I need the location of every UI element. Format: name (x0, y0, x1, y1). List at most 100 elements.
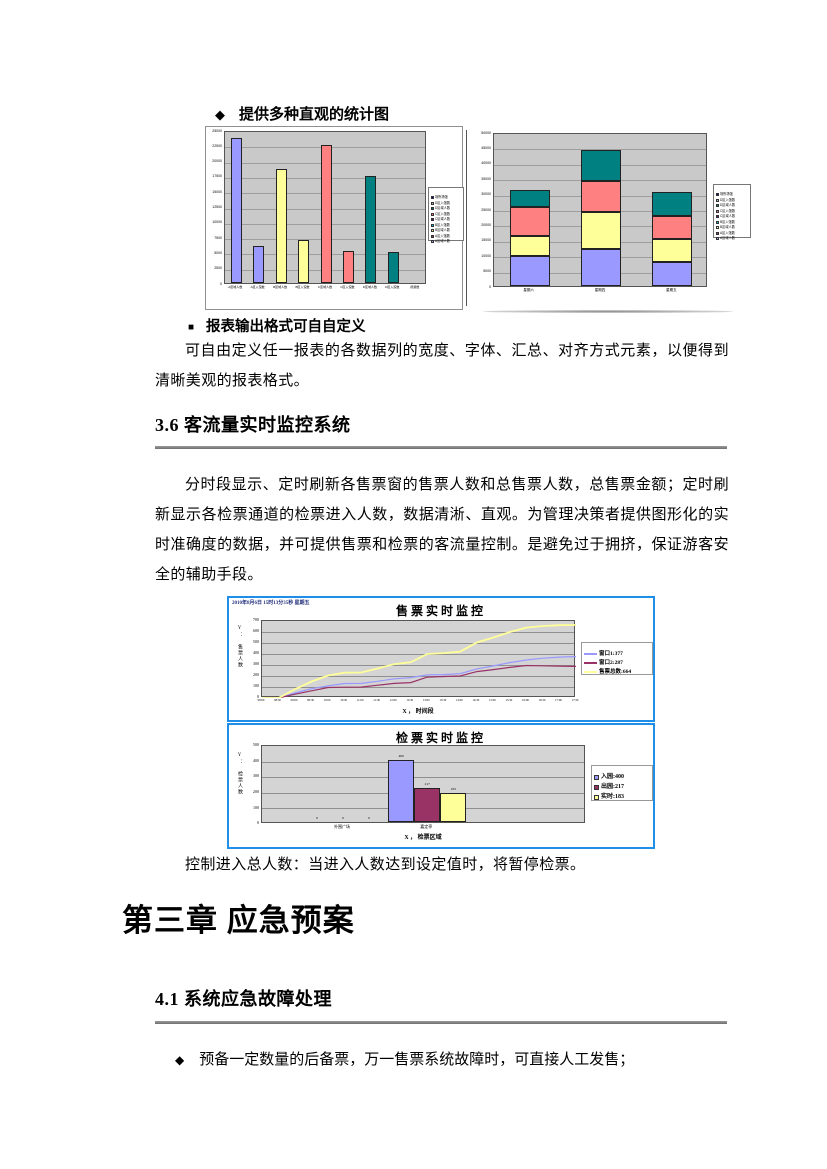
x-tick-label: 13:00 (422, 698, 430, 702)
legend-item: A区域人数 (431, 233, 462, 244)
y-tick-label: 5000 (214, 250, 222, 255)
y-tick-label: 100 (253, 683, 259, 689)
chapter-heading: 第三章 应急预案 (122, 903, 355, 938)
bar (253, 246, 265, 283)
legend-swatch (594, 784, 599, 790)
x-tick-label: 11:30 (373, 698, 381, 702)
gridline (262, 643, 574, 644)
section-heading-4-1: 4.1 系统应急故障处理 (155, 989, 332, 1009)
sales-y-axis-label: Y： 售票人数 (237, 626, 242, 668)
legend-item: A区入馆数 (716, 225, 749, 235)
bar (365, 175, 377, 283)
check-y-axis-label: Y： 检票人数 (237, 753, 242, 795)
legend-label: A区域人数 (720, 236, 735, 241)
y-tick-label: 700 (253, 617, 259, 623)
x-tick-label: 12:30 (406, 698, 414, 702)
bar (388, 759, 415, 822)
y-tick-label: 15000 (481, 238, 491, 243)
legend-item: 窗口2:287 (584, 654, 650, 666)
weekday-stacked-bar-chart: 0 5000 10000 15000 20000 25000 30000 35000 40000… (468, 126, 762, 310)
x-tick-label: A区入馆数 (250, 285, 265, 289)
legend-item: D区域人数 (431, 200, 462, 211)
legend-label: B区入馆数 (720, 219, 735, 224)
bar-segment (581, 180, 621, 213)
legend-swatch (716, 215, 719, 219)
y-tick-label: 40000 (481, 161, 491, 166)
bar-value-label: 400 (398, 753, 404, 758)
chart-divider-line (466, 130, 467, 306)
y-tick-label: 20000 (481, 222, 491, 227)
legend-swatch (431, 207, 434, 211)
plot-area (493, 133, 707, 287)
x-tick-label: 10:30 (340, 698, 348, 702)
legend-swatch (716, 198, 719, 202)
y-tick-label: 400 (253, 757, 259, 763)
x-tick-label: 视频数 (410, 285, 420, 289)
gridline (262, 687, 574, 688)
x-tick-label: 外围广场 (334, 824, 350, 829)
legend-item: A区入馆数 (431, 228, 462, 238)
chart-shadow (482, 310, 734, 313)
y-tick-label: 5000 (483, 269, 491, 274)
bar-value-label: 0 (342, 816, 344, 820)
bar-value-label: 0 (368, 816, 370, 820)
legend-label: B区域人数 (435, 228, 450, 233)
datetime-stamp: 2010年8月6日 15时13分35秒 星期五 (232, 601, 310, 606)
y-tick-label: 300 (253, 773, 259, 779)
y-tick-label: 500 (253, 742, 259, 748)
x-tick-label: 09:30 (307, 698, 314, 702)
legend-swatch (431, 223, 434, 227)
bar-segment (581, 149, 621, 181)
bar-segment (652, 261, 693, 286)
x-tick-label: C区域人数 (317, 285, 333, 289)
x-tick-label: 08:30 (274, 698, 281, 702)
legend-item: 场所场馆 (431, 189, 462, 200)
legend-item: B区域人数 (431, 222, 462, 233)
gridline (262, 665, 574, 666)
bar-segment (509, 189, 550, 207)
legend-label: D区入馆数 (435, 200, 451, 205)
y-tick-label: 100 (253, 804, 259, 810)
x-tick-label: 12:00 (389, 698, 397, 702)
sales-line-chart: 0 100 200 300 400 500 600 700 08:00 08:30 09:00 09:… (229, 598, 653, 720)
legend-item: 窗口1:377 (584, 645, 650, 657)
ticket-check-monitor-panel: 检票实时监控 Y： 检票人数 0 0 0 400 217 183 0 100 200 300 400… (227, 723, 655, 849)
legend-item: B区入馆数 (431, 217, 462, 227)
x-tick-label: 13:30 (439, 698, 447, 702)
y-tick-label: 17500 (212, 174, 222, 179)
bullet-item-backup-tickets: ◆ 预备一定数量的后备票，万一售票系统故障时，可直接人工发售； (175, 1048, 634, 1069)
region-visitors-bar-chart: 0 2500 5000 7500 10000 12500 15000 17500 20000 22… (205, 126, 464, 310)
legend-label: 窗口1:377 (599, 650, 623, 657)
legend-item: D区入馆数 (716, 192, 749, 202)
line-series-svg (262, 624, 576, 698)
x-tick-label: D区域人数 (362, 285, 377, 289)
legend-swatch (431, 234, 434, 238)
legend-label: D区域人数 (435, 206, 451, 211)
legend-item: B区域人数 (716, 219, 749, 230)
legend-label: 场所场馆 (720, 192, 733, 197)
bullet-item-statistics: ◆ 提供多种直观的统计图 (215, 103, 389, 124)
legend-label: C区域人数 (435, 217, 451, 222)
legend-swatch (716, 193, 719, 197)
check-bar-chart: 0 0 0 400 217 183 0 100 200 300 400 500 外围广场 嘉定亭 (229, 725, 653, 847)
legend-swatch (594, 794, 599, 800)
section-rule (155, 1021, 727, 1024)
legend-item: D区入馆数 (431, 195, 462, 205)
bar-segment (581, 212, 621, 250)
legend-label: 入园:400 (601, 774, 624, 781)
bar-segment (652, 215, 693, 240)
legend-swatch (431, 201, 434, 205)
plot-area (224, 131, 426, 284)
y-tick-label: 200 (253, 789, 259, 794)
legend-item: C区入馆数 (431, 206, 462, 216)
bullet-report-format-label: 报表输出格式可自自定义 (206, 319, 366, 335)
legend-swatch (594, 774, 599, 780)
diamond-bullet-icon: ◆ (175, 1053, 185, 1067)
plot-area (261, 620, 576, 698)
y-tick-label: 0 (220, 281, 222, 286)
x-tick-label: 15:00 (488, 698, 496, 702)
legend-swatch (431, 240, 434, 244)
control-caption: 控制进入总人数：当进入人数达到设定值时，将暂停检票。 (185, 857, 586, 873)
legend-item: A区域人数 (716, 230, 749, 241)
